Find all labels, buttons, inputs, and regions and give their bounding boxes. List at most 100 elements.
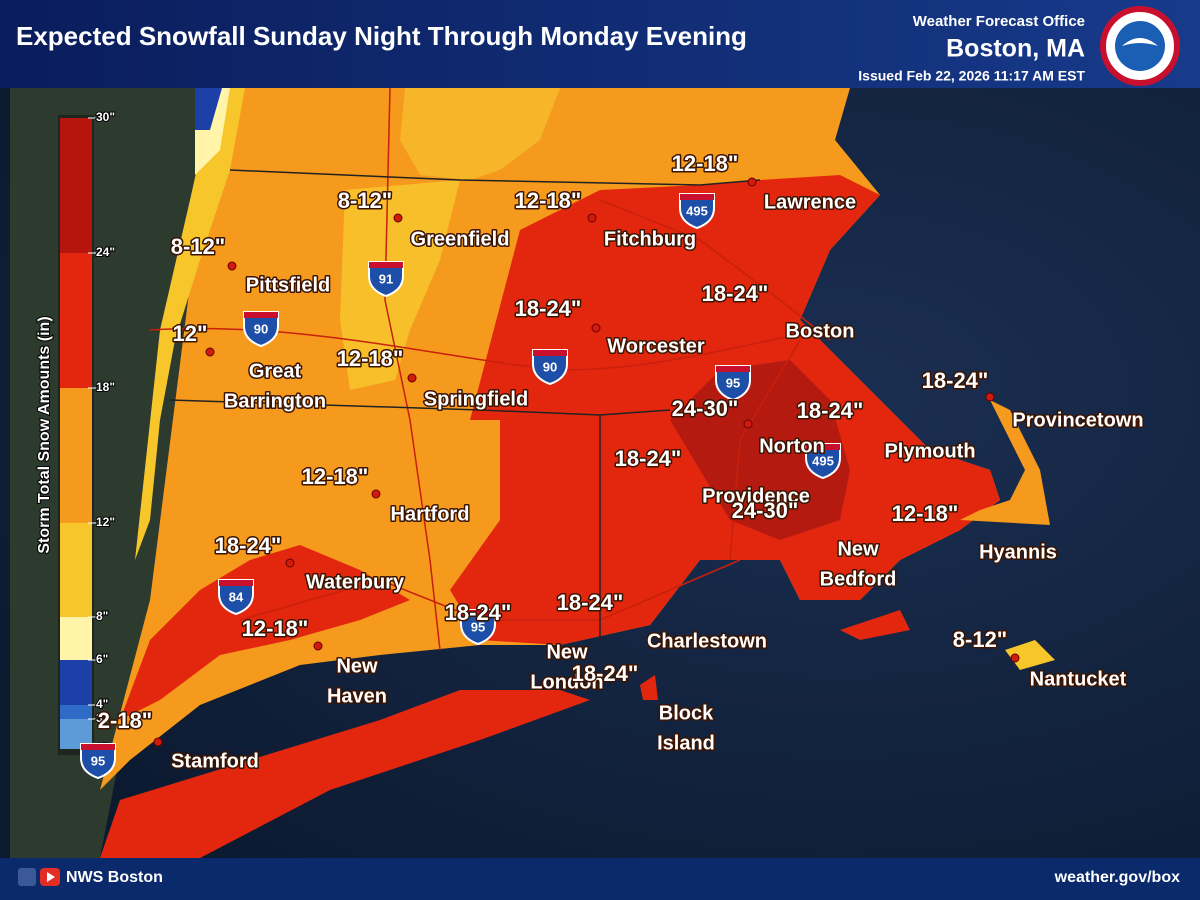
city-dot [153,737,163,747]
city-label: Hyannis [979,541,1057,563]
city-label: Charlestown [647,630,767,652]
shield-top [533,350,567,356]
land-orange [960,400,1050,525]
zone-dark-red [670,360,850,540]
legend-tick-label: 3" [96,711,108,725]
snow-amount-label: 12-18" [242,616,309,641]
legend-swatch [60,253,92,388]
snow-amount-label: 12-18" [302,464,369,489]
city-label: Haven [327,685,387,707]
title: Expected Snowfall Sunday Night Through M… [16,21,747,51]
highway-number: 95 [726,375,740,390]
shield-top [806,444,840,450]
legend-swatch [60,388,92,523]
snow-amount-label: 2-18" [98,708,152,733]
city-label: Norton [759,435,825,457]
border [229,169,761,186]
highway-shield: 90 [532,349,568,386]
legend: Storm Total Snow Amounts (in) [35,115,94,755]
highway-number: 95 [91,753,105,768]
legend-tick-label: 30" [96,110,115,124]
city-label: Provincetown [1012,409,1143,431]
highway-shield: 84 [218,579,254,616]
city-dot [285,558,295,568]
snow-amount-label: 8-12" [338,188,392,213]
youtube-play [47,872,55,882]
city-label: Springfield [424,388,528,410]
city-label: Providence [702,485,810,507]
snow-amount-label: 12-18" [337,346,404,371]
legend-tick-label: 8" [96,609,108,623]
city-label: Bedford [820,568,897,590]
city-dot [587,213,597,223]
snow-amount-label: 18-24" [557,590,624,615]
office: Weather Forecast Office [913,13,1085,30]
city-label: Nantucket [1030,668,1127,690]
snow-amount-label: 18-24" [797,398,864,423]
logo-band [1100,6,1180,86]
city-dot [1010,653,1020,663]
website: weather.gov/box [1054,869,1180,886]
legend-swatch [60,660,92,705]
snow-amount-label: 24-30" [672,396,739,421]
snow-amount-label: 18-24" [515,296,582,321]
highway-shield: 95 [80,743,116,780]
legend-swatch [60,617,92,660]
city-label: Waterbury [306,571,405,593]
city-label: New [837,538,879,560]
road [599,199,831,341]
city-label: London [530,671,603,693]
highway-shield: 95 [460,609,496,646]
road [384,87,441,651]
shield [460,609,496,646]
legend-tick-label: 12" [96,515,115,529]
zone-blue [195,88,222,130]
logo-mark [1122,38,1158,46]
account: NWS Boston [66,869,163,886]
long-island [100,690,590,858]
header [0,0,1200,88]
shield-top [219,580,253,586]
city-dot [985,392,995,402]
highway-shield: 90 [243,311,279,348]
shield-top [81,744,115,750]
city-label: Hartford [391,503,470,525]
city-label: Barrington [224,390,326,412]
highway-number: 95 [471,619,485,634]
shield [243,311,279,348]
highway-shield: 495 [679,193,715,230]
issued: Issued Feb 22, 2026 11:17 AM EST [858,68,1085,84]
shield [805,443,841,480]
snow-amount-label: 12-18" [892,501,959,526]
snow-amount-label: 18-24" [702,281,769,306]
legend-swatch [60,118,92,253]
legend-tick-label: 24" [96,245,115,259]
snow-amount-label: 18-24" [445,600,512,625]
shield-top [461,610,495,616]
logo-center [1115,21,1165,71]
shield [80,743,116,780]
highway-number: 90 [254,321,268,336]
snow-amount-label: 8-12" [171,234,225,259]
snow-amount-label: 12" [173,321,208,346]
city-dot [591,323,601,333]
legend-tick-label: 4" [96,697,108,711]
shield [679,193,715,230]
city-dot [393,213,403,223]
city-dot [205,347,215,357]
border [169,399,671,416]
legend-swatch [60,523,92,617]
shield [532,349,568,386]
city-dot [743,419,753,429]
city-dot [313,641,323,651]
snow-amount-label: 18-24" [215,533,282,558]
city-dot [371,489,381,499]
highway-shield: 95 [715,365,751,402]
highway-number: 495 [812,453,834,468]
city-dot [747,177,757,187]
shield-top [716,366,750,372]
highway-number: 495 [686,203,708,218]
city-label: Plymouth [884,440,975,462]
city-label: New [546,641,588,663]
